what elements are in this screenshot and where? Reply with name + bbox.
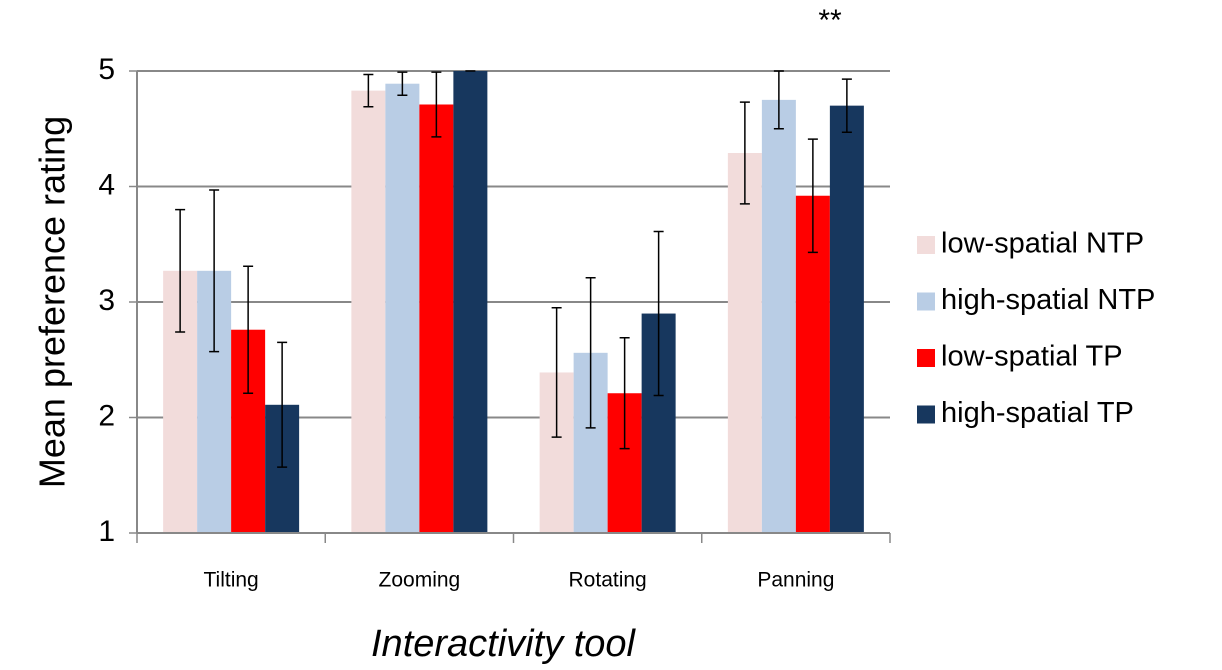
legend-label: low-spatial TP [941, 341, 1123, 373]
y-axis-title: Mean preference rating [32, 116, 73, 488]
x-tick-label: Tilting [204, 569, 259, 592]
error-bar [551, 307, 562, 438]
x-tick-label: Zooming [379, 569, 461, 592]
error-bar [739, 101, 750, 205]
legend-label: high-spatial TP [941, 397, 1134, 429]
error-bar [431, 71, 442, 138]
error-bar [397, 71, 408, 97]
error-bar [585, 276, 596, 429]
error-bar [277, 341, 288, 468]
legend-label: low-spatial NTP [941, 228, 1144, 260]
annotation: ** [818, 4, 842, 37]
error-bar [619, 337, 630, 450]
legend-label: high-spatial NTP [941, 284, 1155, 316]
bar [351, 90, 386, 533]
error-bar [773, 70, 784, 130]
x-tick-label: Rotating [569, 569, 647, 592]
y-tick-label: 2 [98, 399, 115, 432]
x-axis-title: Interactivity tool [371, 623, 637, 665]
y-tick-label: 4 [98, 168, 115, 201]
error-bar [209, 189, 220, 353]
legend-swatch [917, 292, 935, 311]
error-bar [363, 73, 374, 108]
y-tick-label: 3 [98, 284, 115, 317]
bar [453, 71, 488, 533]
bar [761, 99, 796, 533]
error-bar [841, 78, 852, 133]
error-bar [653, 230, 664, 397]
y-tick-label: 1 [98, 515, 115, 548]
bar [385, 83, 420, 533]
bar [419, 104, 454, 534]
bar [829, 105, 864, 534]
legend-swatch [917, 405, 935, 424]
error-bar [243, 265, 254, 394]
error-bar [175, 208, 186, 333]
legend-swatch [917, 236, 935, 254]
y-tick-label: 5 [98, 53, 115, 86]
x-tick-label: Panning [757, 569, 834, 592]
error-bar [807, 138, 818, 254]
legend-swatch [917, 349, 935, 367]
bar [727, 153, 762, 533]
